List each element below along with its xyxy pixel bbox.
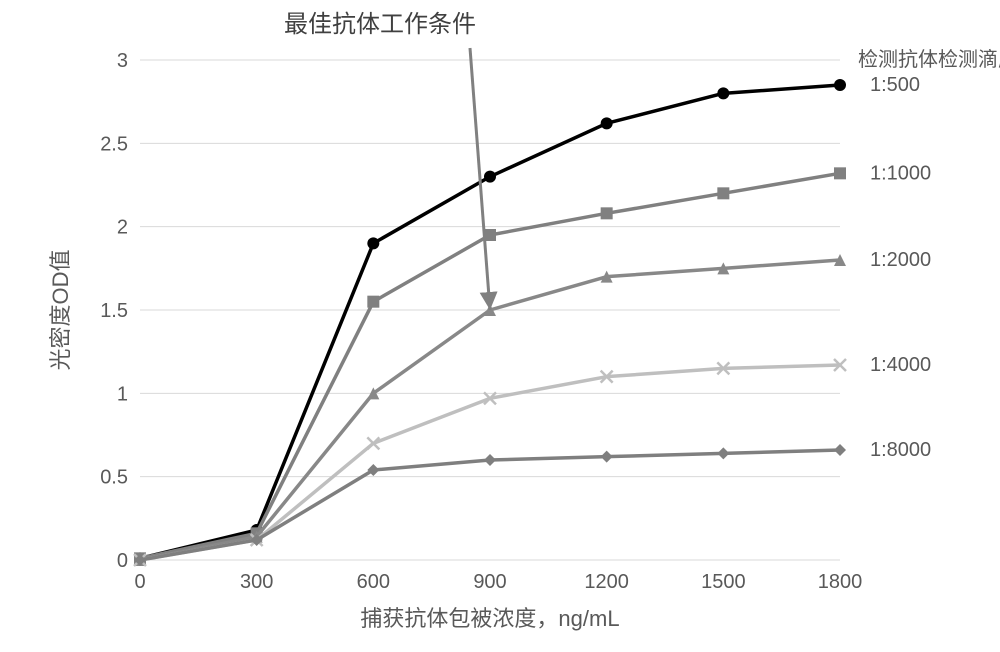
marker-diamond bbox=[834, 444, 846, 456]
annotation-text: 最佳抗体工作条件 bbox=[284, 11, 476, 38]
y-tick-label: 0.5 bbox=[100, 467, 128, 489]
x-tick-label: 1500 bbox=[701, 571, 746, 593]
series-label: 1:8000 bbox=[870, 439, 931, 461]
series bbox=[134, 79, 846, 564]
y-tick-label: 1.5 bbox=[100, 300, 128, 322]
y-tick-label: 3 bbox=[117, 50, 128, 72]
y-tick-label: 2 bbox=[117, 217, 128, 239]
marker-circle bbox=[484, 171, 496, 183]
marker-square bbox=[601, 207, 613, 219]
x-tick-label: 1800 bbox=[818, 571, 863, 593]
chart-container: 0 0.5 1 1.5 2 2.5 3 0 300 600 900 1200 1500 1800 捕获抗体包… bbox=[0, 0, 1000, 652]
y-tick-label: 1 bbox=[117, 383, 128, 405]
marker-diamond bbox=[601, 451, 613, 463]
marker-circle bbox=[834, 79, 846, 91]
marker-diamond bbox=[484, 454, 496, 466]
x-tick-label: 900 bbox=[473, 571, 506, 593]
x-tick-label: 300 bbox=[240, 571, 273, 593]
y-tick-label: 0 bbox=[117, 550, 128, 572]
line-chart: 0 0.5 1 1.5 2 2.5 3 0 300 600 900 1200 1500 1800 捕获抗体包… bbox=[0, 0, 1000, 652]
series-line bbox=[140, 450, 840, 560]
series-label: 1:4000 bbox=[870, 354, 931, 376]
legend-title: 检测抗体检测滴度 bbox=[858, 48, 1000, 71]
series-label: 1:1000 bbox=[870, 162, 931, 184]
marker-square bbox=[834, 167, 846, 179]
marker-square bbox=[367, 296, 379, 308]
marker-circle bbox=[717, 87, 729, 99]
marker-circle bbox=[367, 237, 379, 249]
x-axis-label: 捕获抗体包被浓度，ng/mL bbox=[360, 606, 619, 631]
x-tick-label: 0 bbox=[134, 571, 145, 593]
y-tick-label: 2.5 bbox=[100, 133, 128, 155]
x-tick-label: 1200 bbox=[584, 571, 629, 593]
series bbox=[134, 444, 846, 566]
series-label: 1:2000 bbox=[870, 249, 931, 271]
x-tick-label: 600 bbox=[357, 571, 390, 593]
y-axis-label: 光密度OD值 bbox=[48, 249, 73, 370]
marker-circle bbox=[601, 117, 613, 129]
series-label: 1:500 bbox=[870, 74, 920, 96]
series-line bbox=[140, 85, 840, 558]
marker-diamond bbox=[717, 447, 729, 459]
marker-square bbox=[717, 187, 729, 199]
